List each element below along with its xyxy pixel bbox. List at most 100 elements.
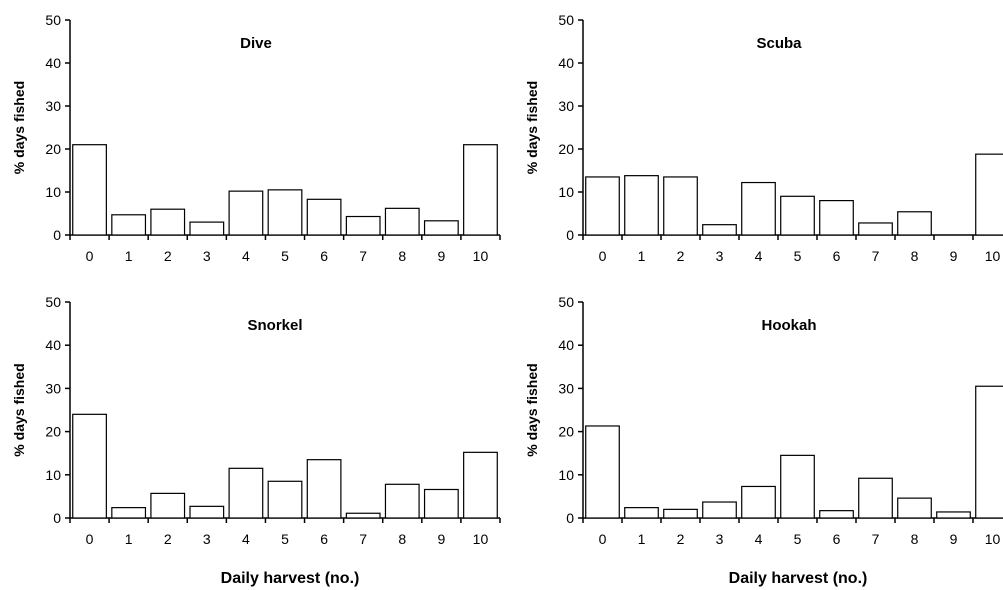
x-tick-label: 1	[638, 531, 646, 547]
y-tick-label: 10	[558, 467, 574, 483]
x-tick-label: 5	[794, 248, 802, 264]
x-tick-label: 9	[950, 248, 958, 264]
bar-10	[975, 153, 1003, 236]
y-tick-label: 40	[558, 337, 574, 353]
bar-1	[111, 214, 147, 236]
bar-5	[267, 189, 303, 236]
y-tick-label: 40	[558, 55, 574, 71]
y-tick-label: 40	[45, 337, 61, 353]
panel-title: Scuba	[756, 35, 802, 52]
x-tick-label: 2	[164, 531, 172, 547]
panel-title: Snorkel	[247, 317, 302, 334]
x-tick-label: 6	[320, 248, 328, 264]
x-tick-label: 2	[164, 248, 172, 264]
y-tick-label: 40	[45, 55, 61, 71]
x-tick-label: 4	[242, 531, 250, 547]
y-tick-label: 30	[558, 380, 574, 396]
x-tick-label: 2	[677, 248, 685, 264]
y-tick-label: 50	[45, 12, 61, 28]
x-tick-label: 3	[716, 531, 724, 547]
y-tick-label: 10	[558, 184, 574, 200]
bar-4	[228, 190, 264, 236]
bar-6	[306, 459, 342, 519]
panel-title: Hookah	[761, 317, 816, 334]
x-tick-label: 1	[638, 248, 646, 264]
x-tick-label: 7	[359, 248, 367, 264]
x-tick-label: 3	[716, 248, 724, 264]
bar-2	[663, 176, 698, 236]
bar-9	[423, 488, 459, 519]
bar-0	[72, 144, 107, 236]
bar-10	[975, 385, 1003, 519]
x-tick-label: 3	[203, 531, 211, 547]
y-axis-label: % days fished	[524, 363, 540, 456]
bar-8	[384, 483, 420, 519]
x-tick-label: 9	[437, 248, 445, 264]
x-tick-label: 8	[911, 531, 919, 547]
bar-1	[624, 175, 659, 236]
panel-title: Dive	[240, 35, 272, 52]
x-tick-label: 5	[794, 531, 802, 547]
x-tick-label: 10	[985, 248, 1001, 264]
bar-7	[345, 215, 381, 236]
y-tick-label: 0	[566, 510, 574, 526]
y-axis-label: % days fished	[11, 81, 27, 174]
y-tick-label: 20	[558, 141, 574, 157]
bar-5	[780, 195, 815, 236]
y-axis-label: % days fished	[524, 81, 540, 174]
x-tick-label: 9	[437, 531, 445, 547]
x-tick-label: 7	[359, 531, 367, 547]
bar-3	[189, 221, 225, 236]
x-tick-label: 10	[985, 531, 1001, 547]
x-tick-label: 6	[320, 531, 328, 547]
bar-4	[228, 467, 264, 519]
bar-7	[345, 512, 381, 519]
bar-3	[189, 505, 225, 519]
bar-7	[858, 477, 893, 519]
x-tick-label: 0	[86, 531, 94, 547]
x-tick-label: 7	[872, 531, 880, 547]
x-tick-label: 2	[677, 531, 685, 547]
bar-5	[780, 454, 815, 519]
bar-6	[819, 200, 854, 236]
x-tick-label: 1	[125, 248, 133, 264]
x-tick-label: 7	[872, 248, 880, 264]
x-tick-label: 8	[398, 531, 406, 547]
bar-2	[663, 508, 698, 519]
bar-8	[897, 497, 932, 519]
x-tick-label: 6	[833, 248, 841, 264]
bar-2	[150, 492, 186, 519]
bar-2	[150, 208, 186, 236]
x-tick-label: 3	[203, 248, 211, 264]
x-axis-label: Daily harvest (no.)	[221, 570, 360, 587]
bar-8	[384, 207, 420, 236]
y-tick-label: 20	[45, 141, 61, 157]
y-tick-label: 0	[566, 227, 574, 243]
y-tick-label: 30	[45, 380, 61, 396]
x-tick-label: 4	[242, 248, 250, 264]
bar-10	[463, 144, 498, 236]
y-tick-label: 10	[45, 467, 61, 483]
bar-1	[111, 507, 147, 519]
x-tick-label: 8	[911, 248, 919, 264]
x-tick-label: 9	[950, 531, 958, 547]
x-axis-label: Daily harvest (no.)	[729, 570, 868, 587]
y-tick-label: 0	[53, 510, 61, 526]
bar-9	[423, 220, 459, 236]
x-tick-label: 4	[755, 248, 763, 264]
bar-3	[702, 224, 737, 236]
bar-3	[702, 501, 737, 519]
x-tick-label: 10	[473, 531, 489, 547]
y-tick-label: 30	[558, 98, 574, 114]
y-tick-label: 30	[45, 98, 61, 114]
y-tick-label: 50	[558, 294, 574, 310]
y-tick-label: 20	[558, 424, 574, 440]
bar-6	[819, 510, 854, 519]
x-tick-label: 4	[755, 531, 763, 547]
x-tick-label: 8	[398, 248, 406, 264]
bar-10	[463, 451, 498, 519]
x-tick-label: 6	[833, 531, 841, 547]
x-tick-label: 0	[599, 248, 607, 264]
bar-4	[741, 181, 776, 236]
